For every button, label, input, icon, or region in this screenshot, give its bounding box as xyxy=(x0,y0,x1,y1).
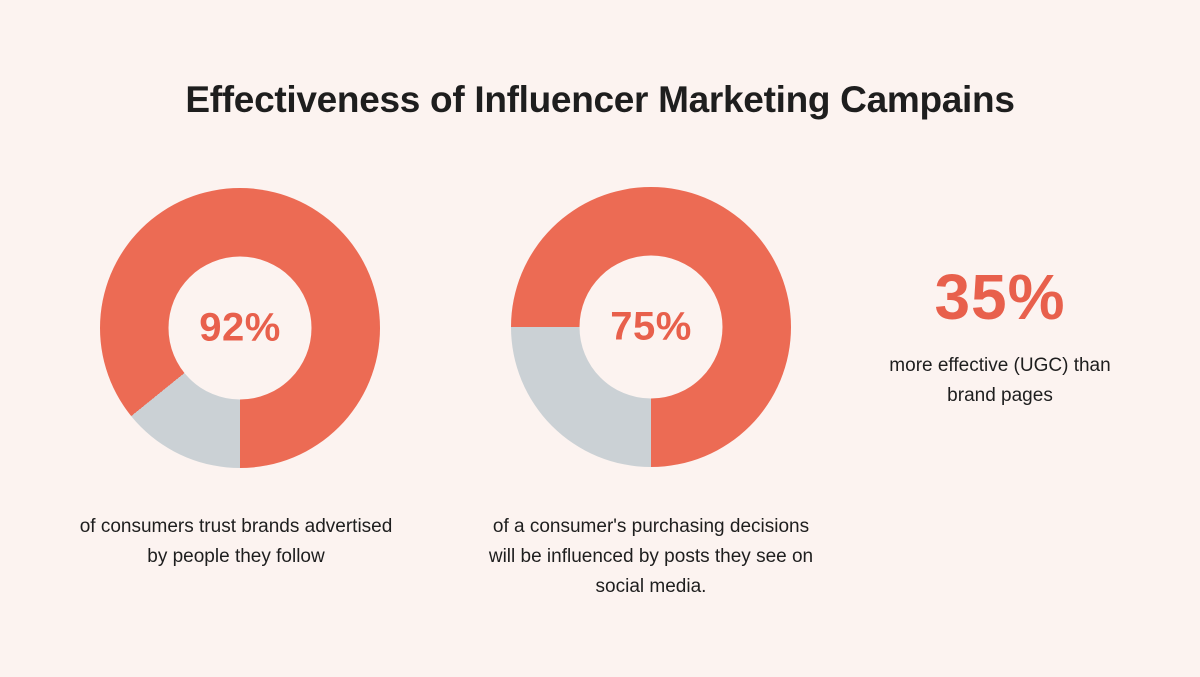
page-title: Effectiveness of Influencer Marketing Ca… xyxy=(185,79,1015,120)
donut-center-label: 92% xyxy=(199,305,281,350)
donut-caption-trust: of consumers trust brands advertised by … xyxy=(79,516,393,567)
stat-value: 35% xyxy=(934,261,1066,333)
stat-block-ugc: 35% more effective (UGC) than brand page… xyxy=(850,265,1150,411)
donut-caption-purchasing: of a consumer's purchasing decisions wil… xyxy=(488,516,814,597)
donut-hole: 92% xyxy=(168,256,312,400)
stat-description: more effective (UGC) than brand pages xyxy=(889,355,1111,406)
donut-chart-trust: 92% xyxy=(100,188,380,468)
donut-center-label: 75% xyxy=(610,304,692,349)
donut-chart-purchasing: 75% xyxy=(511,187,791,467)
donut-hole: 75% xyxy=(579,255,723,399)
